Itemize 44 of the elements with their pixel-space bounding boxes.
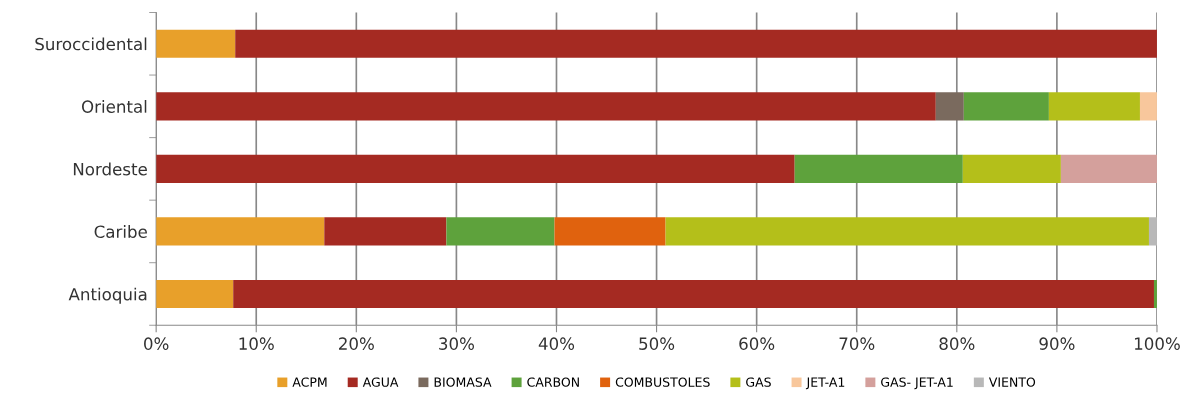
bar: [156, 154, 795, 183]
bar: [235, 29, 1157, 58]
x-tick-label: 40%: [538, 337, 575, 350]
legend-label: CARBON: [527, 377, 579, 387]
bar: [156, 29, 236, 58]
legend-label: ACPM: [292, 377, 327, 387]
x-tick-label: 70%: [839, 337, 875, 350]
legend-label: BIOMASA: [434, 377, 492, 387]
bar: [324, 217, 447, 246]
x-tick-label: 100%: [1134, 337, 1180, 350]
y-tick-label: Antioquia: [68, 287, 147, 304]
legend-label: JET-A1: [805, 377, 845, 390]
x-tick-label: 60%: [739, 337, 775, 350]
x-tick-label: 30%: [439, 337, 474, 350]
bar: [156, 92, 936, 121]
y-tick-label: Caribe: [94, 225, 147, 238]
bar: [665, 217, 1149, 246]
bar: [1139, 92, 1157, 121]
legend-label: GAS: [746, 377, 771, 387]
x-tick-label: 10%: [239, 337, 274, 350]
legend-label: VIENTO: [988, 377, 1036, 387]
bar: [794, 154, 963, 183]
legend-label: AGUA: [362, 377, 399, 387]
legend-label: GAS- JET-A1: [881, 377, 953, 390]
bar: [935, 92, 964, 121]
bar: [446, 217, 555, 246]
bar: [554, 217, 666, 246]
bar: [963, 92, 1049, 121]
bar: [233, 279, 1154, 309]
x-tick-label: 0%: [144, 337, 169, 350]
bar: [156, 217, 325, 246]
bar: [1148, 217, 1157, 246]
x-tick-label: 50%: [639, 337, 675, 350]
bar: [1048, 92, 1140, 121]
x-tick-label: 90%: [1039, 337, 1075, 350]
bar: [156, 279, 234, 309]
y-tick-label: Nordeste: [73, 162, 147, 176]
legend-label: COMBUSTOLES: [615, 377, 710, 387]
y-tick-label: Oriental: [81, 100, 147, 113]
bar: [962, 154, 1061, 183]
y-tick-label: Suroccidental: [35, 37, 147, 51]
x-tick-label: 20%: [339, 337, 374, 350]
x-tick-label: 80%: [939, 337, 975, 350]
bar: [1060, 154, 1157, 183]
